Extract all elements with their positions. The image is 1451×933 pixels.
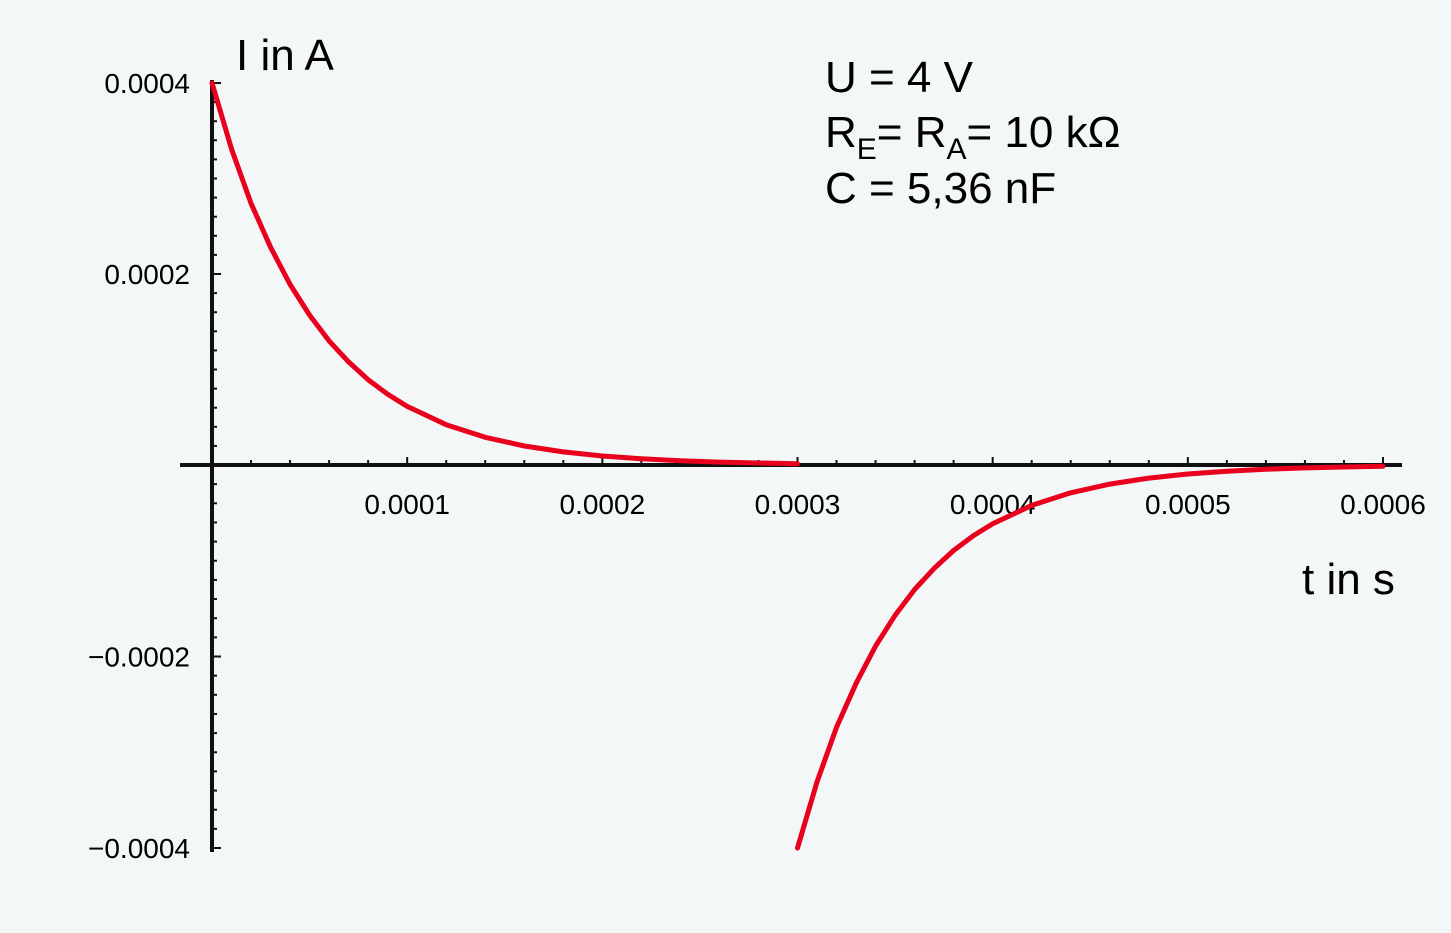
- resistance-middle: = R: [877, 108, 947, 157]
- resistance-annotation: RE= RA= 10 kΩ: [825, 108, 1121, 166]
- x-tick-label: 0.0005: [1145, 489, 1231, 520]
- voltage-annotation: U = 4 V: [825, 53, 974, 102]
- x-tick-label: 0.0006: [1340, 489, 1426, 520]
- y-tick-label: −0.0002: [88, 642, 190, 673]
- x-tick-label: 0.0001: [364, 489, 450, 520]
- series-line-discharging: [795, 463, 1386, 851]
- resistance-prefix: R: [825, 108, 857, 157]
- resistance-subscript-a: A: [947, 133, 967, 166]
- tick-labels: 0.0001 0.0002 0.0003 0.0004 0.0005 0.0006 0.00…: [88, 68, 1426, 864]
- x-axis-label: t in s: [1302, 555, 1395, 604]
- x-tick-label: 0.0002: [560, 489, 646, 520]
- x-tick-label: 0.0004: [950, 489, 1036, 520]
- series-line-charging: [209, 80, 800, 467]
- y-axis-label: I in A: [236, 31, 334, 80]
- y-tick-label: −0.0004: [88, 833, 190, 864]
- resistance-subscript-e: E: [857, 133, 877, 166]
- resistance-suffix: = 10 kΩ: [967, 108, 1121, 157]
- series-layer: [209, 80, 1386, 851]
- capacitance-annotation: C = 5,36 nF: [825, 164, 1056, 213]
- y-tick-label: 0.0004: [104, 68, 190, 99]
- parameters-annotation: U = 4 V RE= RA= 10 kΩ C = 5,36 nF: [825, 53, 1121, 213]
- y-tick-label: 0.0002: [104, 259, 190, 290]
- x-tick-label: 0.0003: [755, 489, 841, 520]
